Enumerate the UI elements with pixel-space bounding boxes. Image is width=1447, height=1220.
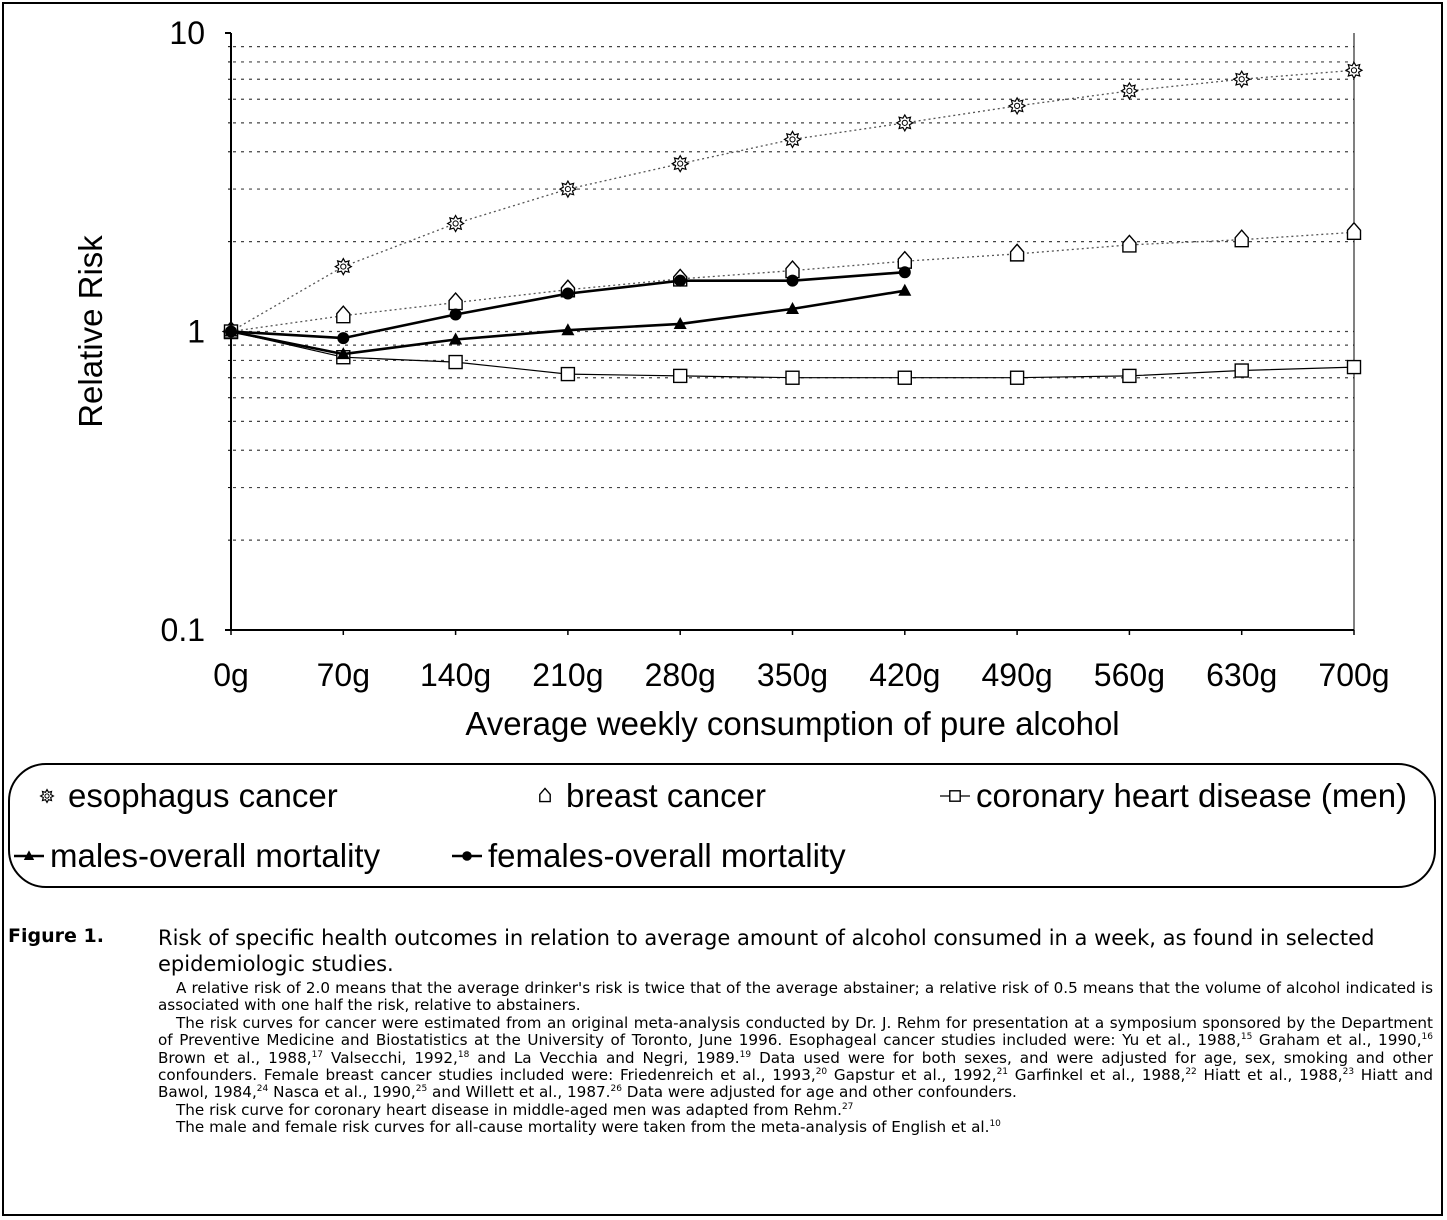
triangle-marker: [336, 347, 350, 360]
x-tick-label: 350g: [757, 657, 828, 693]
series-females-overall-mortality: [225, 266, 911, 345]
circle-marker: [898, 266, 911, 279]
square-marker: [448, 354, 463, 370]
house-marker: [1346, 221, 1362, 240]
triangle-marker: [561, 323, 575, 336]
triangle-marker: [449, 332, 463, 345]
legend-label: coronary heart disease (men): [976, 777, 1408, 814]
star-marker-center: [564, 185, 572, 193]
figure-label: Figure 1.: [8, 925, 104, 947]
legend-label: breast cancer: [566, 777, 766, 814]
figure-title: Risk of specific health outcomes in rela…: [158, 926, 1375, 976]
house-marker: [448, 292, 463, 311]
y-tick-label: 1: [187, 314, 205, 350]
legend-label: females-overall mortality: [488, 837, 846, 874]
circle-marker: [786, 274, 799, 287]
figure-notes: A relative risk of 2.0 means that the av…: [158, 979, 1433, 1137]
triangle-marker: [23, 850, 35, 860]
x-tick-label: 420g: [869, 657, 940, 693]
square-marker: [1009, 370, 1025, 385]
x-tick-label: 700g: [1318, 657, 1389, 693]
circle-marker-icon: [452, 851, 482, 861]
legend-item-breast: breast cancer: [528, 777, 766, 815]
star-marker-icon: [39, 788, 55, 804]
circle-marker: [462, 851, 472, 861]
triangle-marker: [224, 324, 238, 337]
square-marker-icon: [940, 790, 970, 802]
x-tick-labels: 0g 70g 140g 210g 280g 350g 420g 490g 560g 630g 700…: [213, 657, 1389, 693]
star-marker-center: [677, 160, 684, 167]
star-marker-center: [1014, 102, 1021, 109]
square-marker: [1346, 359, 1362, 375]
triangle-marker: [898, 283, 912, 296]
x-tick-label: 210g: [532, 657, 603, 693]
legend-item-females: females-overall mortality: [450, 837, 846, 875]
x-tick-label: 70g: [317, 657, 370, 693]
legend-item-males: males-overall mortality: [12, 837, 380, 875]
legend-item-chd: coronary heart disease (men): [938, 777, 1407, 815]
square-marker: [560, 366, 576, 382]
square-marker: [1234, 363, 1249, 378]
x-tick-label: 280g: [645, 657, 716, 693]
triangle-marker-icon: [14, 850, 44, 860]
legend-label: males-overall mortality: [50, 837, 381, 874]
series-esophagus-cancer: [221, 61, 1364, 341]
series-males-overall-mortality: [224, 283, 912, 360]
star-marker-center: [44, 793, 50, 799]
house-marker: [539, 787, 551, 803]
x-tick-label: 0g: [213, 657, 249, 693]
legend-item-esophagus: esophagus cancer: [30, 777, 338, 815]
y-tick-labels: 10 1 0.1: [161, 15, 205, 648]
x-tick-label: 560g: [1094, 657, 1165, 693]
square-marker: [1122, 368, 1137, 384]
square-marker: [673, 368, 688, 384]
note-cancer-curves: The risk curves for cancer were estimate…: [158, 1013, 1433, 1102]
circle-marker: [674, 274, 687, 287]
note-mortality-curves: The male and female risk curves for all-…: [176, 1118, 1001, 1137]
star-marker-center: [1126, 87, 1133, 94]
house-marker-icon: [539, 787, 551, 803]
star-marker-center: [1238, 76, 1245, 83]
series-coronary-heart-disease-men-: [223, 324, 1362, 385]
star-marker-center: [901, 119, 908, 126]
series: [221, 61, 1364, 385]
circle-marker: [337, 332, 350, 345]
grid-lines: [233, 46, 1354, 541]
star-marker-center: [789, 136, 796, 143]
y-axis-title: Relative Risk: [72, 235, 109, 428]
square-marker: [949, 790, 961, 802]
square-marker: [897, 370, 912, 385]
legend: esophagus cancer breast cancer coronary …: [8, 763, 1436, 888]
square-marker: [785, 370, 800, 385]
series-line: [230, 69, 1355, 333]
note-chd-curve: The risk curve for coronary heart diseas…: [176, 1100, 854, 1119]
chart: 10 1 0.1 0g 70g 140g 210g 280g 350g 420g 490g 560g…: [72, 15, 1390, 742]
x-tick-label: 630g: [1206, 657, 1277, 693]
star-marker-center: [452, 220, 459, 227]
x-axis-title: Average weekly consumption of pure alcoh…: [465, 705, 1119, 742]
series-line: [230, 231, 1355, 333]
house-marker: [1009, 243, 1025, 262]
star-marker-center: [340, 263, 347, 270]
house-marker: [1234, 229, 1249, 248]
triangle-marker: [673, 316, 687, 329]
house-marker: [897, 250, 912, 269]
triangle-marker: [786, 301, 799, 314]
y-tick-label: 0.1: [161, 612, 205, 648]
house-marker: [336, 305, 351, 324]
legend-label: esophagus cancer: [68, 777, 338, 814]
x-tick-label: 490g: [982, 657, 1053, 693]
house-marker: [1122, 234, 1137, 253]
circle-marker: [449, 308, 462, 321]
circle-marker: [561, 287, 574, 300]
star-marker-center: [1350, 67, 1358, 74]
x-tick-label: 140g: [420, 657, 491, 693]
note-relative-risk: A relative risk of 2.0 means that the av…: [158, 979, 1433, 1015]
y-tick-label: 10: [169, 15, 205, 51]
